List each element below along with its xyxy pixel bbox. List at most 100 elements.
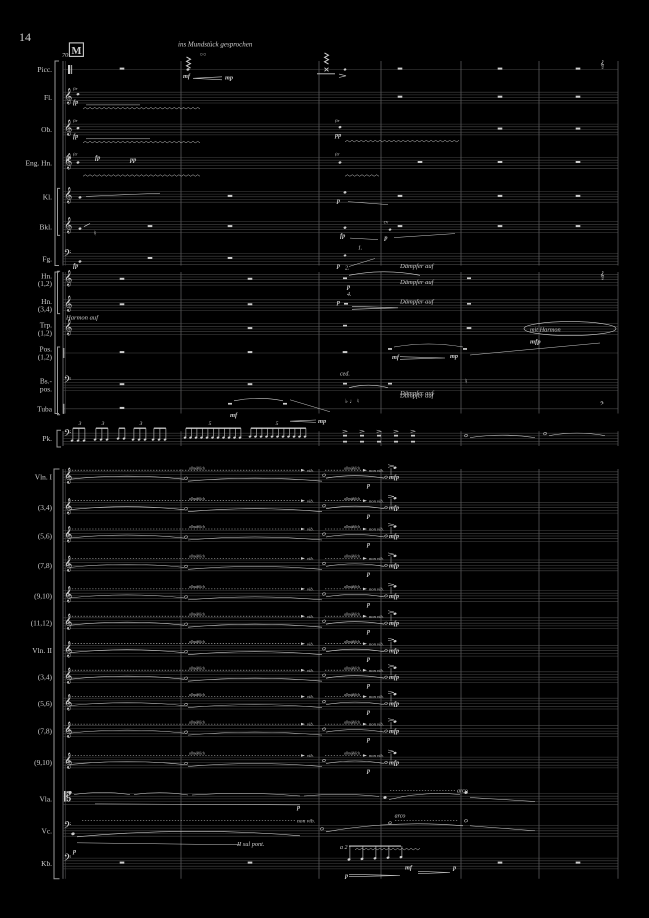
- svg-text:mfp: mfp: [389, 728, 399, 735]
- svg-text:allmählich: allmählich: [189, 666, 205, 670]
- svg-text:allmählich: allmählich: [344, 612, 360, 616]
- svg-text:mf: mf: [405, 865, 413, 872]
- svg-text:(3,4): (3,4): [38, 503, 53, 512]
- svg-text:allmählich: allmählich: [344, 640, 360, 644]
- svg-text:allmählich: allmählich: [189, 555, 205, 559]
- svg-text:Dämpfer auf: Dämpfer auf: [399, 263, 435, 270]
- svg-text:allmählich: allmählich: [189, 585, 205, 589]
- svg-text:♭ ♩ ♮: ♭ ♩ ♮: [345, 398, 359, 405]
- svg-text:allmählich: allmählich: [344, 466, 360, 470]
- svg-text:allmählich: allmählich: [344, 752, 360, 756]
- svg-text:mfp: mfp: [389, 593, 399, 600]
- svg-text:p: p: [366, 656, 370, 663]
- svg-text:5: 5: [209, 421, 212, 427]
- svg-text:p: p: [383, 235, 387, 242]
- svg-text:𝄢: 𝄢: [64, 248, 72, 261]
- svg-text:p: p: [366, 482, 370, 489]
- svg-text:14: 14: [19, 30, 31, 44]
- svg-text:p: p: [366, 570, 370, 577]
- svg-text:p: p: [366, 541, 370, 548]
- svg-text:(11,12): (11,12): [31, 619, 53, 628]
- svg-text:allmählich: allmählich: [344, 720, 360, 724]
- svg-text:p: p: [366, 736, 370, 743]
- svg-text:𝄞: 𝄞: [64, 587, 72, 603]
- svg-text:pos.: pos.: [40, 385, 52, 394]
- svg-text:mfp: mfp: [389, 474, 399, 481]
- svg-text:𝄞: 𝄞: [64, 320, 72, 336]
- svg-text:non vib.: non vib.: [369, 556, 384, 561]
- svg-text:𝄞: 𝄞: [64, 296, 72, 312]
- svg-text:non vib.: non vib.: [369, 587, 384, 592]
- svg-text:(7,8): (7,8): [38, 561, 53, 570]
- svg-text:vib.: vib.: [307, 668, 314, 673]
- svg-text:non vib.: non vib.: [369, 527, 384, 532]
- svg-text:vib.: vib.: [307, 641, 314, 646]
- svg-text:𝄢: 𝄢: [64, 374, 72, 387]
- svg-text:mfp: mfp: [389, 674, 399, 681]
- svg-text:non vib.: non vib.: [369, 694, 384, 699]
- svg-text:allmählich: allmählich: [189, 720, 205, 724]
- svg-text:p: p: [336, 299, 340, 306]
- svg-text:(5,6): (5,6): [38, 532, 53, 541]
- svg-text:p: p: [366, 513, 370, 520]
- svg-text:𝄢: 𝄢: [64, 428, 72, 441]
- svg-text:Dämpfer auf: Dämpfer auf: [399, 390, 435, 397]
- svg-text:Fl.: Fl.: [44, 93, 52, 102]
- svg-text:cv: cv: [384, 221, 389, 226]
- svg-text:p: p: [346, 283, 350, 290]
- svg-text:(tr: (tr: [73, 152, 78, 157]
- svg-text:arco: arco: [395, 813, 406, 819]
- svg-text:ins Mundstück gesprochen: ins Mundstück gesprochen: [178, 41, 253, 49]
- svg-text:(tr: (tr: [335, 152, 340, 157]
- svg-text:ced.: ced.: [340, 372, 350, 378]
- svg-text:non vib.: non vib.: [369, 722, 384, 727]
- svg-text:𝄞: 𝄞: [64, 120, 72, 136]
- svg-text:𝄞: 𝄞: [600, 270, 605, 280]
- svg-text:𝄞: 𝄞: [64, 468, 72, 484]
- svg-text:(1,2): (1,2): [38, 279, 53, 288]
- svg-text:(1,2): (1,2): [38, 352, 53, 361]
- svg-text:Vln. I: Vln. I: [35, 473, 53, 482]
- svg-text:a 2: a 2: [340, 845, 348, 851]
- svg-text:5: 5: [276, 421, 279, 427]
- svg-text:Kb.: Kb.: [41, 859, 52, 868]
- svg-text:Vln. II: Vln. II: [32, 646, 52, 655]
- svg-text:non vib.: non vib.: [369, 668, 384, 673]
- svg-text:p: p: [452, 865, 456, 872]
- svg-text:pp: pp: [129, 157, 136, 164]
- svg-text:allmählich: allmählich: [189, 640, 205, 644]
- svg-text:𝄢: 𝄢: [600, 401, 604, 408]
- svg-text:fp: fp: [73, 99, 78, 106]
- svg-text:𝄞: 𝄞: [64, 722, 72, 738]
- svg-text:allmählich: allmählich: [344, 497, 360, 501]
- svg-text:vib.: vib.: [307, 498, 314, 503]
- svg-text:1.: 1.: [358, 246, 363, 252]
- svg-text:allmählich: allmählich: [344, 555, 360, 559]
- svg-text:allmählich: allmählich: [189, 693, 205, 697]
- svg-text:fp: fp: [73, 263, 78, 270]
- svg-text:p: p: [366, 709, 370, 716]
- svg-text:vib.: vib.: [307, 556, 314, 561]
- svg-text:♮: ♮: [94, 230, 97, 238]
- svg-text:p: p: [344, 873, 348, 880]
- svg-text:mfp: mfp: [389, 533, 399, 540]
- svg-text:3: 3: [101, 421, 105, 427]
- svg-text:mf: mf: [183, 73, 191, 80]
- svg-text:non vib.: non vib.: [369, 753, 384, 758]
- svg-text:Dämpfer auf: Dämpfer auf: [399, 299, 435, 306]
- svg-text:mfp: mfp: [389, 620, 399, 627]
- svg-text:(tr: (tr: [335, 118, 340, 123]
- svg-text:𝄞: 𝄞: [64, 498, 72, 514]
- svg-text:(9,10): (9,10): [34, 591, 52, 600]
- svg-text:p: p: [336, 263, 340, 270]
- svg-text:𝄞: 𝄞: [64, 641, 72, 657]
- svg-text:non vib.: non vib.: [369, 641, 384, 646]
- svg-text:mf: mf: [230, 412, 238, 419]
- svg-text:Vc.: Vc.: [42, 826, 53, 835]
- svg-text:Bkl.: Bkl.: [39, 223, 52, 232]
- svg-text:vib.: vib.: [307, 614, 314, 619]
- svg-text:vib.: vib.: [307, 694, 314, 699]
- svg-text:p: p: [366, 601, 370, 608]
- svg-text:𝄢: 𝄢: [64, 853, 72, 866]
- svg-text:mf: mf: [392, 354, 400, 361]
